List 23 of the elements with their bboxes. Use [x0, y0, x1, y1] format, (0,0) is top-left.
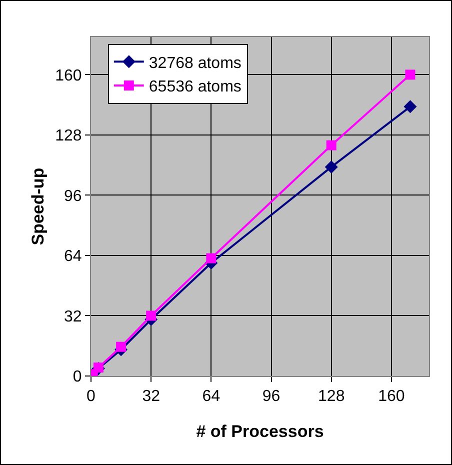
point	[206, 253, 216, 264]
point	[326, 140, 336, 150]
y-tick-label: 0	[72, 368, 82, 386]
y-axis-title: Speed-up	[28, 168, 48, 246]
y-tick-label: 96	[64, 188, 82, 205]
point	[404, 100, 417, 114]
x-tick-label: 32	[142, 388, 160, 406]
legend-label: 65536 atoms	[148, 78, 242, 96]
y-tick-label: 64	[64, 248, 82, 266]
point	[324, 160, 338, 174]
y-tick-label: 32	[64, 308, 82, 326]
x-tick-label: 160	[378, 388, 405, 406]
point	[146, 310, 156, 321]
point	[405, 70, 416, 80]
y-tick-label: 160	[55, 67, 82, 84]
x-tick-label: 0	[86, 388, 96, 406]
x-tick-label: 64	[202, 388, 220, 406]
x-axis-title: # of Processors	[196, 422, 324, 441]
y-tick-label: 128	[55, 128, 82, 145]
x-tick-label: 96	[262, 388, 280, 406]
x-tick-label: 128	[318, 388, 345, 406]
point	[116, 342, 126, 352]
legend-label: 32768 atoms	[148, 54, 242, 72]
